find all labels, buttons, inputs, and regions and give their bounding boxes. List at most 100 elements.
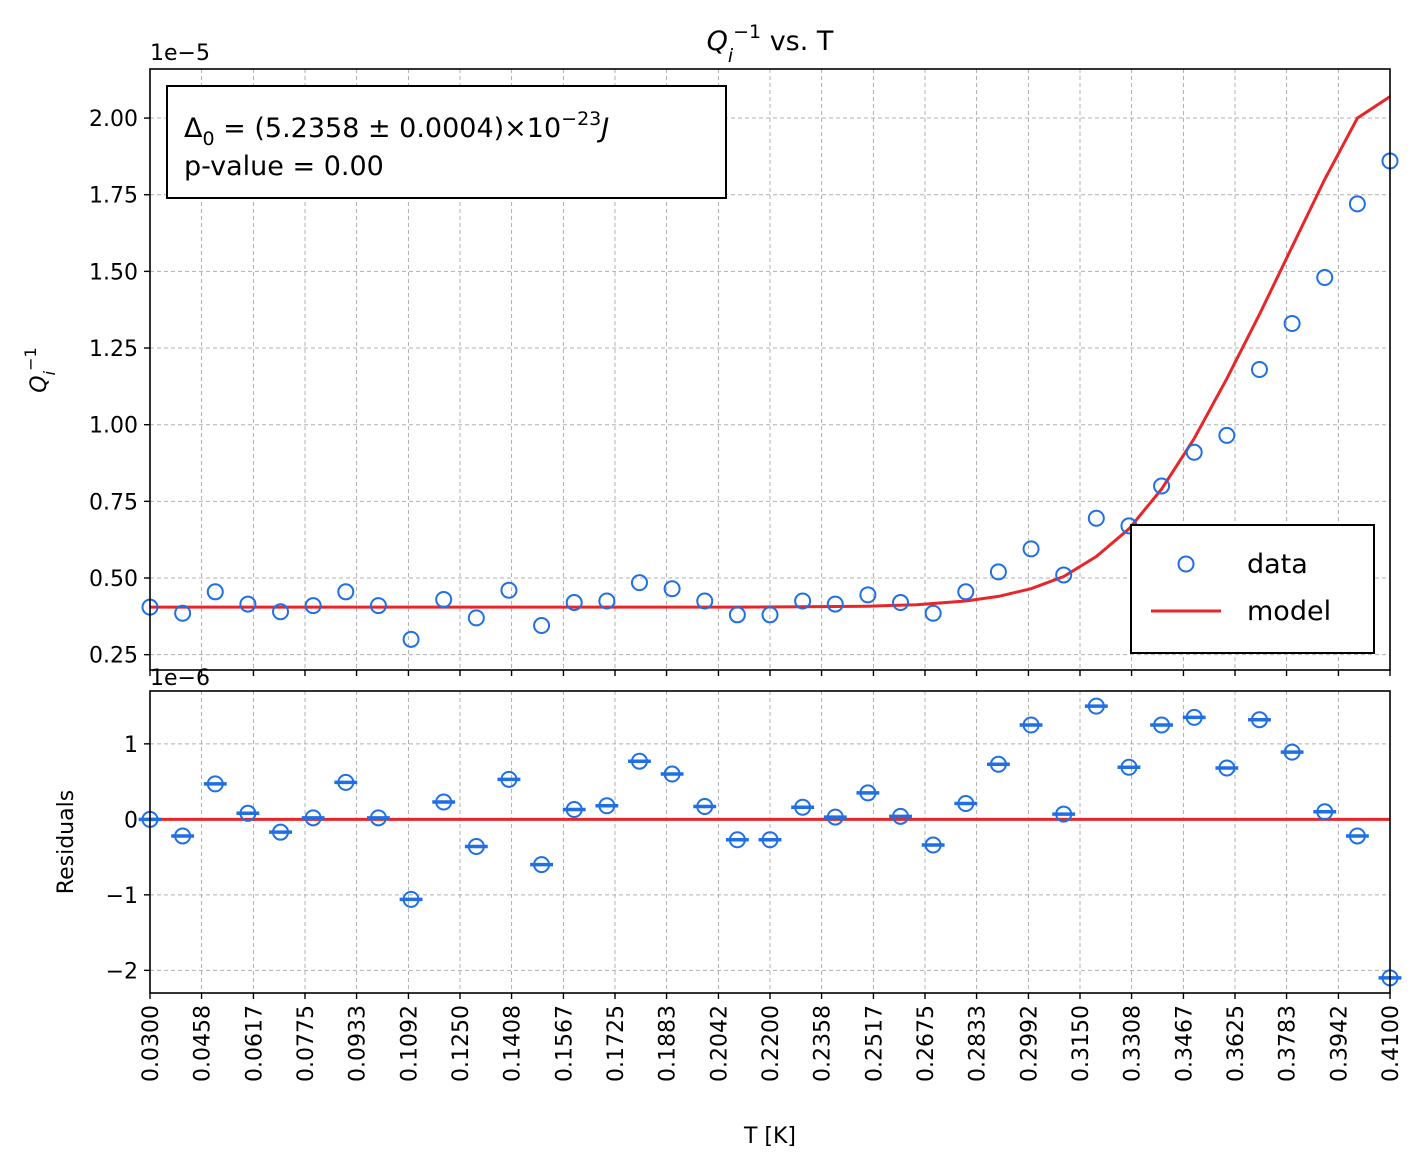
residual-point xyxy=(598,797,616,815)
x-tick-label: 0.1250 xyxy=(449,1005,474,1082)
residual-point xyxy=(1153,716,1171,734)
residual-point xyxy=(826,808,844,826)
xlabel: T [K] xyxy=(743,1124,796,1149)
x-tick-label: 0.3150 xyxy=(1069,1005,1094,1082)
residual-point xyxy=(1185,708,1203,726)
data-point xyxy=(989,563,1007,581)
data-point xyxy=(206,583,224,601)
data-point xyxy=(826,595,844,613)
data-point xyxy=(272,603,290,621)
x-tick-label: 0.3467 xyxy=(1172,1005,1197,1082)
residual-point xyxy=(272,823,290,841)
top-panel-frame xyxy=(149,68,1391,671)
data-point xyxy=(1250,361,1268,378)
bottom-y-tick-label: −1 xyxy=(106,884,138,909)
data-point xyxy=(565,594,583,612)
data-point xyxy=(1348,195,1366,213)
residual-point xyxy=(957,794,975,812)
data-point xyxy=(337,583,355,601)
x-tick-label: 0.2200 xyxy=(759,1005,784,1082)
data-point xyxy=(696,592,714,610)
top-y-tick-label: 0.75 xyxy=(89,490,138,515)
residual-point xyxy=(859,784,877,802)
x-tick-label: 0.2042 xyxy=(707,1005,732,1082)
residual-point xyxy=(304,809,322,827)
x-tick-label: 0.0300 xyxy=(139,1005,164,1082)
x-tick-label: 0.3625 xyxy=(1224,1005,1249,1082)
top-offset-label: 1e−5 xyxy=(150,41,210,66)
residual-point xyxy=(924,836,942,854)
x-tick-label: 0.1725 xyxy=(604,1005,629,1082)
data-point xyxy=(630,574,648,592)
residual-point xyxy=(467,838,485,856)
x-tick-label: 0.2358 xyxy=(811,1005,836,1082)
residual-point xyxy=(630,752,648,770)
residual-point xyxy=(1348,827,1366,845)
data-point xyxy=(598,592,616,610)
bottom-y-tick-label: −2 xyxy=(106,959,138,984)
data-point xyxy=(957,583,975,601)
data-point xyxy=(174,604,192,622)
bottom-y-tick-label: 0 xyxy=(124,808,138,833)
annotation-box xyxy=(166,85,727,199)
legend-model-label: model xyxy=(1247,596,1331,627)
x-tick-label: 0.0458 xyxy=(191,1005,216,1082)
x-tick-label: 0.3783 xyxy=(1276,1005,1301,1082)
residual-point xyxy=(1120,758,1138,776)
bottom-panel-frame xyxy=(149,690,1391,994)
top-panel-ticks: 0.25 0.50 0.75 1.00 1.25 1.50 1.75 2.00 xyxy=(89,107,1391,676)
data-point xyxy=(1055,566,1073,584)
x-tick-label: 0.3942 xyxy=(1327,1005,1352,1082)
data-point xyxy=(1153,477,1171,495)
legend-data-label: data xyxy=(1247,549,1308,580)
x-tick-label: 0.1092 xyxy=(397,1005,422,1082)
top-y-tick-label: 0.25 xyxy=(89,644,138,669)
top-y-tick-label: 1.00 xyxy=(89,414,138,439)
bottom-panel-grid xyxy=(149,691,1391,993)
residual-point xyxy=(500,770,518,788)
bottom-panel-ticks: 0.0300 0.0458 0.0617 0.0775 0.0933 0.1092 0.12… xyxy=(106,733,1404,1082)
x-tick-label: 0.0617 xyxy=(242,1005,267,1082)
data-point xyxy=(402,630,420,648)
x-tick-label: 0.2517 xyxy=(862,1005,887,1082)
top-y-tick-label: 0.50 xyxy=(89,567,138,592)
annotation-line-2: p-value = 0.00 xyxy=(184,151,384,182)
residual-point xyxy=(402,890,420,908)
top-y-tick-label: 2.00 xyxy=(89,107,138,132)
residual-point xyxy=(565,801,583,819)
data-point xyxy=(859,586,877,604)
data-point xyxy=(1316,269,1334,287)
data-point xyxy=(663,580,681,598)
x-tick-label: 0.1567 xyxy=(552,1005,577,1082)
data-point xyxy=(467,609,485,627)
residual-point xyxy=(239,804,257,822)
residual-point xyxy=(728,831,746,849)
residual-point xyxy=(761,831,779,849)
legend-data-marker xyxy=(1177,555,1195,573)
annotation-line-1: Δ0 = (5.2358 ± 0.0004)×10−23J xyxy=(184,108,609,150)
top-y-tick-label: 1.25 xyxy=(89,337,138,362)
residual-point xyxy=(533,856,551,874)
bottom-offset-label: 1e−6 xyxy=(150,666,210,691)
residual-point xyxy=(1218,759,1236,777)
residual-point xyxy=(435,793,453,811)
x-tick-label: 0.2675 xyxy=(914,1005,939,1082)
top-ylabel: Qi−1 xyxy=(21,347,59,392)
residual-point xyxy=(892,807,910,825)
data-point xyxy=(500,581,518,599)
residual-point xyxy=(337,773,355,791)
data-point xyxy=(239,595,257,613)
residual-point xyxy=(1055,805,1073,823)
residual-point xyxy=(696,798,714,816)
data-point xyxy=(892,594,910,612)
x-tick-label: 0.3308 xyxy=(1121,1005,1146,1082)
x-tick-label: 0.2833 xyxy=(966,1005,991,1082)
top-y-tick-label: 1.50 xyxy=(89,260,138,285)
x-tick-label: 0.1883 xyxy=(656,1005,681,1082)
residual-point xyxy=(1022,716,1040,734)
residual-point xyxy=(369,809,387,827)
x-tick-label: 0.2992 xyxy=(1017,1005,1042,1082)
data-point xyxy=(533,617,551,635)
residual-point xyxy=(1283,743,1301,761)
residual-point xyxy=(1316,803,1334,821)
